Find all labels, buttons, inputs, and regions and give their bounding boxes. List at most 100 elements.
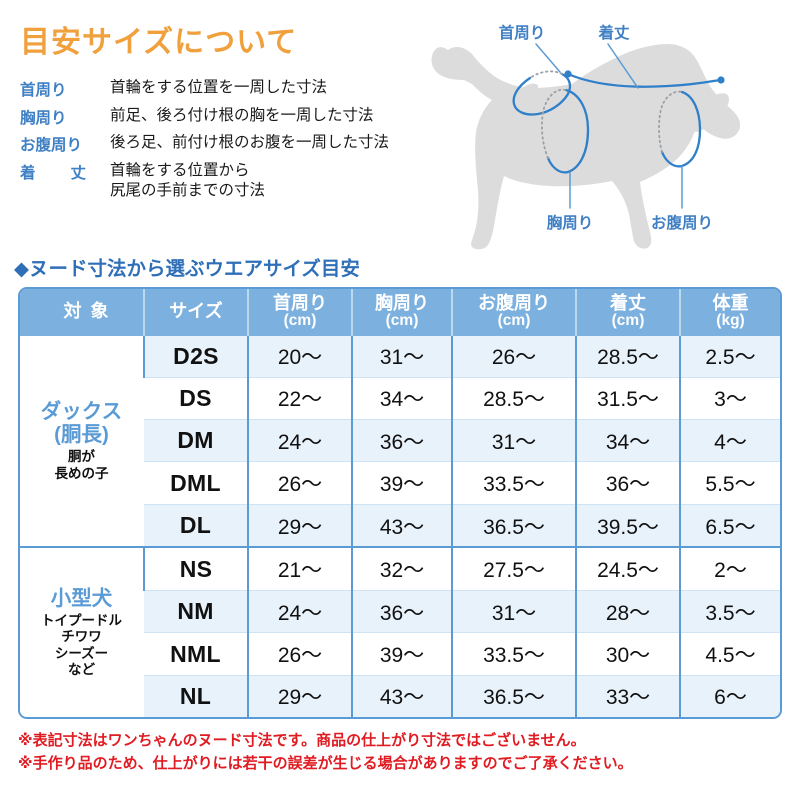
measurement-guides (512, 43, 725, 209)
cell-chest: 43～ (351, 503, 452, 548)
cell-length: 28～ (575, 589, 680, 633)
definition-term-chest: 胸周り (20, 109, 67, 127)
length-end-dot (717, 76, 725, 84)
target-note-small-dog-line3: シーズー (54, 645, 109, 661)
cell-neck: 21～ (247, 546, 352, 591)
cell-weight: 2.5～ (679, 335, 780, 378)
target-cell-dachshund: ダックス (胴長) 胴が 長めの子 (20, 335, 144, 548)
definition-desc-length: 首輪をする位置から 尻尾の手前までの寸法 (110, 161, 265, 203)
cell-chest: 32～ (351, 546, 452, 591)
target-cell-small-dog: 小型犬 トイプードル チワワ シーズー など (20, 546, 144, 717)
column-header-belly: お腹周り (cm) (451, 289, 576, 336)
column-header-chest-unit: (cm) (385, 312, 419, 330)
length-measure-line (566, 72, 722, 88)
column-header-neck-label: 首周り (273, 293, 327, 313)
target-note-small-dog: トイプードル チワワ シーズー など (22, 613, 141, 679)
diagram-label-belly: お腹周り (651, 213, 713, 232)
cell-size: NM (144, 589, 248, 633)
definition-desc-length-line1: 首輪をする位置から (110, 161, 250, 179)
cell-neck: 20～ (247, 335, 352, 378)
table-row: DM 24～ 36～ 31～ 34～ 4～ (20, 419, 780, 462)
cell-weight: 6～ (679, 674, 780, 717)
target-name-dachshund-2: (胴長) (54, 423, 109, 447)
cell-belly: 28.5～ (451, 376, 576, 420)
cell-chest: 36～ (351, 589, 452, 633)
page-title: 目安サイズについて (20, 26, 298, 59)
target-note-dachshund-line2: 長めの子 (54, 465, 109, 481)
table-row: NML 26～ 39～ 33.5～ 30～ 4.5～ (20, 632, 780, 676)
cell-size: NL (144, 674, 248, 717)
column-header-weight-unit: (kg) (716, 312, 745, 330)
cell-neck: 29～ (247, 503, 352, 548)
cell-length: 30～ (575, 632, 680, 676)
cell-weight: 3.5～ (679, 589, 780, 633)
neck-measure-ellipse (512, 72, 572, 116)
cell-size: NML (144, 632, 248, 676)
neck-measure-ellipse-hidden (529, 70, 563, 79)
cell-neck: 26～ (247, 632, 352, 676)
size-table-container: 対象 サイズ 首周り (cm) 胸周り (cm) お腹周り (18, 287, 782, 719)
target-name-dachshund: ダックス (40, 399, 123, 423)
cell-size: DM (144, 419, 248, 462)
definition-desc-length-line2: 尻尾の手前までの寸法 (110, 182, 266, 200)
column-header-neck: 首周り (cm) (247, 289, 352, 336)
cell-length: 24.5～ (575, 546, 680, 591)
cell-neck: 24～ (247, 419, 352, 462)
definition-row-neck: 首周り 首輪をする位置を一周した寸法 (20, 78, 490, 100)
table-row: NM 24～ 36～ 31～ 28～ 3.5～ (20, 589, 780, 633)
belly-measure-ellipse (660, 90, 702, 168)
target-name-small-dog: 小型犬 (50, 586, 113, 610)
definition-desc-belly: 後ろ足、前付け根のお腹を一周した寸法 (110, 134, 390, 151)
footnote-1: ※表記寸法はワンちゃんのヌード寸法です。商品の仕上がり寸法ではございません。 (18, 732, 586, 749)
cell-belly: 36.5～ (451, 503, 576, 548)
footnote-2: ※手作り品のため、仕上がりには若干の誤差が生じる場合がありますのでご了承ください… (18, 754, 633, 772)
measurement-definitions: 首周り 首輪をする位置を一周した寸法 胸周り 前足、後ろ付け根の胸を一周した寸法… (20, 78, 490, 208)
cell-length: 39.5～ (575, 503, 680, 548)
table-row: ダックス (胴長) 胴が 長めの子 D2S 20～ 31～ 26～ 28.5～ … (20, 335, 780, 548)
cell-chest: 43～ (351, 674, 452, 717)
cell-weight: 4～ (679, 419, 780, 462)
definition-row-chest: 胸周り 前足、後ろ付け根の胸を一周した寸法 (20, 106, 490, 128)
cell-neck: 24～ (247, 589, 352, 633)
cell-belly: 31～ (451, 419, 576, 462)
cell-length: 36～ (575, 461, 680, 505)
cell-size: DS (144, 376, 248, 420)
definition-desc-chest: 前足、後ろ付け根の胸を一周した寸法 (110, 106, 374, 124)
definition-term-length-char2: 丈 (70, 164, 86, 182)
column-header-chest: 胸周り (cm) (351, 289, 452, 336)
column-header-belly-label: お腹周り (478, 293, 550, 313)
cell-length: 31.5～ (575, 376, 680, 420)
column-header-length-label: 着丈 (610, 293, 646, 313)
cell-chest: 39～ (351, 461, 452, 505)
cell-weight: 4.5～ (679, 632, 780, 676)
column-header-belly-unit: (cm) (497, 312, 531, 330)
table-row: NL 29～ 43～ 36.5～ 33～ 6～ (20, 674, 780, 717)
column-header-target-char1: 対 (63, 301, 91, 322)
cell-weight: 2～ (679, 546, 780, 591)
cell-size: DL (144, 503, 248, 548)
column-header-weight: 体重 (kg) (679, 289, 780, 336)
column-header-target: 対象 (20, 289, 144, 336)
cell-belly: 36.5～ (451, 674, 576, 717)
column-header-length-unit: (cm) (611, 312, 645, 330)
neck-leader-line (535, 43, 561, 73)
table-header-row: 対象 サイズ 首周り (cm) 胸周り (cm) お腹周り (20, 289, 780, 336)
definition-term-length-char1: 着 (20, 164, 36, 182)
cell-weight: 3～ (679, 376, 780, 420)
cell-belly: 33.5～ (451, 632, 576, 676)
table-row: DL 29～ 43～ 36.5～ 39.5～ 6.5～ (20, 503, 780, 548)
chest-measure-ellipse (546, 88, 590, 174)
column-header-weight-label: 体重 (712, 293, 749, 313)
cell-neck: 26～ (247, 461, 352, 505)
column-header-neck-unit: (cm) (283, 312, 317, 330)
size-table: 対象 サイズ 首周り (cm) 胸周り (cm) お腹周り (20, 289, 780, 717)
definition-term-length: 着 丈 (20, 161, 110, 183)
cell-length: 28.5～ (575, 335, 680, 378)
column-header-target-char2: 象 (90, 301, 109, 322)
cell-size: NS (143, 546, 248, 591)
cell-belly: 27.5～ (451, 546, 576, 591)
cell-neck: 22～ (247, 376, 352, 420)
diagram-label-chest: 胸周り (547, 213, 594, 232)
footnotes: ※表記寸法はワンちゃんのヌード寸法です。商品の仕上がり寸法ではございません。 ※… (18, 730, 798, 775)
